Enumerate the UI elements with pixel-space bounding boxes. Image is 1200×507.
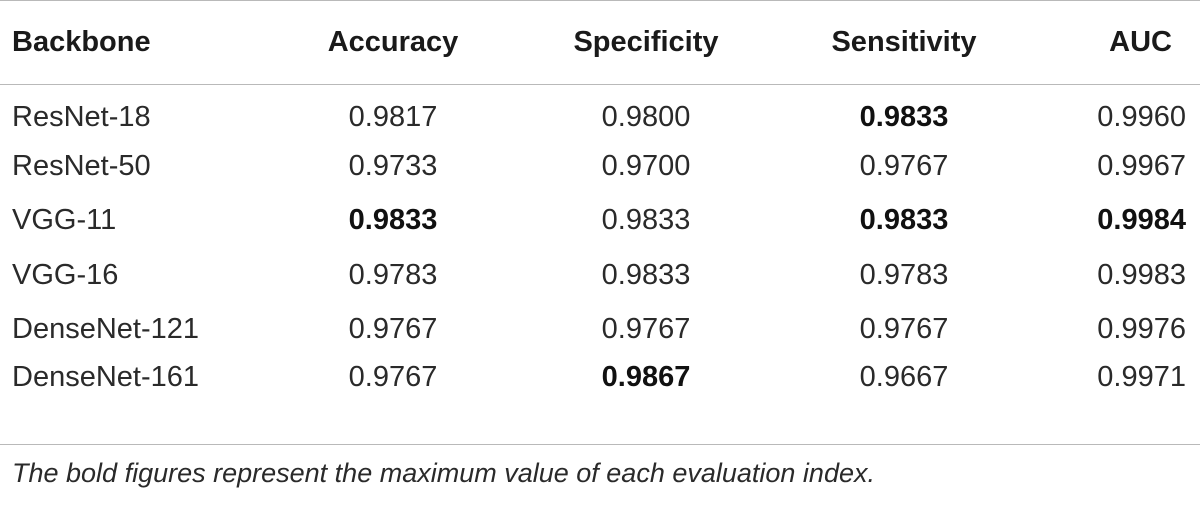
table-row: ResNet-50 0.9733 0.9700 0.9767 0.9967 (0, 139, 1200, 194)
cell-accuracy: 0.9767 (348, 313, 438, 346)
cell-backbone: VGG-16 (12, 258, 119, 291)
table-body: ResNet-18 0.9817 0.9800 0.9833 0.9960 ResNet-… (0, 85, 1200, 412)
cell-auc: 0.9976 (1097, 313, 1186, 346)
header-sensitivity: Sensitivity (774, 0, 1034, 85)
header-specificity: Specificity (518, 0, 774, 85)
table-row: VGG-11 0.9833 0.9833 0.9833 0.9984 (0, 194, 1200, 249)
cell-specificity: 0.9833 (601, 204, 691, 237)
table-row: VGG-16 0.9783 0.9833 0.9783 0.9983 (0, 248, 1200, 303)
table-row: DenseNet-121 0.9767 0.9767 0.9767 0.9976 (0, 303, 1200, 358)
cell-accuracy: 0.9833 (348, 204, 438, 237)
cell-sensitivity: 0.9667 (859, 360, 949, 393)
cell-backbone: ResNet-18 (12, 100, 151, 133)
header-accuracy: Accuracy (268, 0, 518, 85)
cell-accuracy: 0.9767 (348, 360, 438, 393)
cell-backbone: DenseNet-161 (12, 360, 199, 393)
header-auc: AUC (1034, 0, 1200, 85)
cell-specificity: 0.9767 (601, 313, 691, 346)
cell-auc: 0.9960 (1097, 100, 1186, 133)
cell-backbone: ResNet-50 (12, 149, 151, 182)
cell-accuracy: 0.9783 (348, 258, 438, 291)
cell-accuracy: 0.9733 (348, 149, 438, 182)
cell-accuracy: 0.9817 (348, 100, 438, 133)
header-row: Backbone Accuracy Specificity Sensitivit… (0, 0, 1200, 85)
cell-specificity: 0.9800 (601, 100, 691, 133)
table-row: ResNet-18 0.9817 0.9800 0.9833 0.9960 (0, 85, 1200, 140)
table-row: DenseNet-161 0.9767 0.9867 0.9667 0.9971 (0, 357, 1200, 412)
cell-sensitivity: 0.9833 (859, 204, 949, 237)
header-backbone: Backbone (0, 0, 268, 85)
table-bottom-rule (0, 444, 1200, 445)
cell-auc: 0.9967 (1097, 149, 1186, 182)
cell-auc: 0.9983 (1097, 258, 1186, 291)
cell-backbone: VGG-11 (12, 204, 117, 237)
results-table: Backbone Accuracy Specificity Sensitivit… (0, 0, 1200, 412)
cell-auc: 0.9971 (1097, 360, 1186, 393)
table-footnote: The bold figures represent the maximum v… (12, 458, 875, 488)
cell-sensitivity: 0.9783 (859, 258, 949, 291)
cell-sensitivity: 0.9767 (859, 149, 949, 182)
table-header: Backbone Accuracy Specificity Sensitivit… (0, 0, 1200, 85)
cell-specificity: 0.9833 (601, 258, 691, 291)
cell-specificity: 0.9867 (601, 360, 691, 393)
cell-auc: 0.9984 (1097, 204, 1186, 237)
cell-sensitivity: 0.9767 (859, 313, 949, 346)
cell-specificity: 0.9700 (601, 149, 691, 182)
results-table-container: Backbone Accuracy Specificity Sensitivit… (0, 0, 1200, 412)
cell-sensitivity: 0.9833 (859, 100, 949, 133)
cell-backbone: DenseNet-121 (12, 313, 199, 346)
